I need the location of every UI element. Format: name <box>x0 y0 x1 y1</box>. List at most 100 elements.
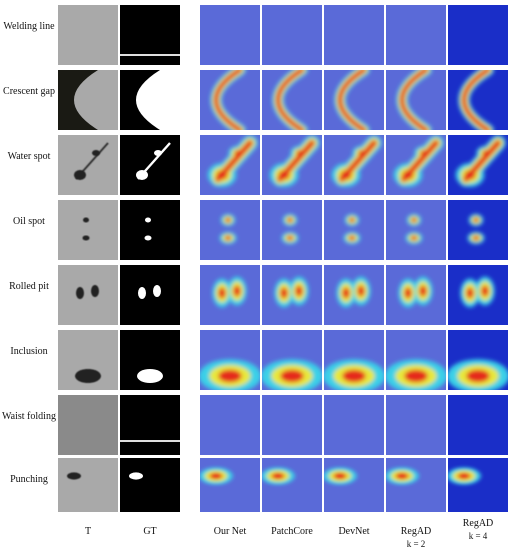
column-label: RegAD k = 2 <box>385 526 447 550</box>
sample-image <box>58 70 118 130</box>
heat-blob <box>348 235 356 241</box>
heat-blob <box>464 170 476 180</box>
heatmap <box>262 70 322 130</box>
heatmap <box>200 395 260 455</box>
heat-blob <box>218 287 226 299</box>
background <box>324 200 384 260</box>
heatmap <box>324 200 384 260</box>
heat <box>207 135 258 187</box>
heat-blob <box>457 472 471 480</box>
heat-blob <box>411 217 417 223</box>
sample-image <box>58 200 118 260</box>
heatmap <box>386 395 446 455</box>
heat-blob <box>337 70 367 130</box>
heatmap <box>448 135 508 195</box>
column-subtitle: k = 2 <box>406 539 426 549</box>
row-label: Welding line <box>3 21 55 32</box>
heatmap <box>386 458 446 512</box>
defect <box>83 217 89 223</box>
row-label: Water spot <box>7 151 51 162</box>
heat <box>262 467 295 485</box>
row-label: Oil spot <box>13 216 45 227</box>
defect <box>74 170 86 180</box>
mask <box>129 472 143 480</box>
heat-blob <box>357 285 365 297</box>
heat-blob <box>296 150 304 156</box>
heat-blob <box>472 235 480 241</box>
heat-blob <box>410 235 418 241</box>
heatmap <box>448 330 508 390</box>
sample-image <box>58 330 118 390</box>
sample-image <box>58 458 118 512</box>
heat <box>324 359 384 390</box>
heat-blob <box>419 285 427 297</box>
row-label: Inclusion <box>10 346 48 357</box>
heat <box>334 70 370 130</box>
heatmap <box>386 265 446 325</box>
background <box>58 458 118 512</box>
row-label: Rolled pit <box>9 281 49 292</box>
background <box>120 200 180 260</box>
background <box>200 458 260 512</box>
defect <box>82 235 90 241</box>
heatmap <box>448 70 508 130</box>
heat-blob <box>473 217 479 223</box>
heat-blob <box>404 287 412 299</box>
heat-blob <box>420 150 428 156</box>
mask <box>144 235 152 241</box>
heatmap <box>262 458 322 512</box>
heat-blob <box>234 150 242 156</box>
heat-blob <box>481 285 489 297</box>
heatmap <box>448 200 508 260</box>
mask <box>136 170 148 180</box>
heat-blob <box>349 217 355 223</box>
heat <box>272 70 308 130</box>
heatmap <box>448 458 508 512</box>
heat-blob <box>280 369 304 383</box>
column-label: DevNet <box>323 526 385 538</box>
background <box>58 395 118 455</box>
heat <box>219 214 237 244</box>
heatmap <box>386 70 446 130</box>
sample-image <box>120 265 180 325</box>
background <box>58 265 118 325</box>
heat-blob <box>404 369 428 383</box>
heatmap <box>200 135 260 195</box>
column-label: PatchCore <box>261 526 323 538</box>
heat-blob <box>482 150 490 156</box>
heat <box>200 467 233 485</box>
heat-blob <box>340 170 352 180</box>
heatmap <box>262 265 322 325</box>
heatmap <box>448 5 508 65</box>
row-label: Punching <box>10 474 48 485</box>
heat-blob <box>333 472 347 480</box>
heat <box>343 214 361 244</box>
heatmap <box>262 5 322 65</box>
column-title: DevNet <box>338 526 370 537</box>
column-title: RegAD <box>400 526 432 537</box>
sample-image <box>58 395 118 455</box>
heat-blob <box>271 472 285 480</box>
mask <box>138 287 146 299</box>
heat-blob <box>216 170 228 180</box>
heat <box>467 214 485 244</box>
heat <box>274 276 309 308</box>
heatmap <box>324 70 384 130</box>
heat-blob <box>466 369 490 383</box>
heat <box>455 135 506 187</box>
column-title: RegAD <box>462 518 494 529</box>
row-label: Crescent gap <box>3 86 55 97</box>
heat <box>386 359 446 390</box>
sample-image <box>120 395 180 455</box>
heat-blob <box>280 287 288 299</box>
sample-image <box>120 5 180 65</box>
background <box>200 200 260 260</box>
column-label: T <box>57 526 119 538</box>
heat-blob <box>461 70 491 130</box>
sample-image <box>120 330 180 390</box>
heat-blob <box>295 285 303 297</box>
background <box>120 5 180 65</box>
background <box>386 458 446 512</box>
